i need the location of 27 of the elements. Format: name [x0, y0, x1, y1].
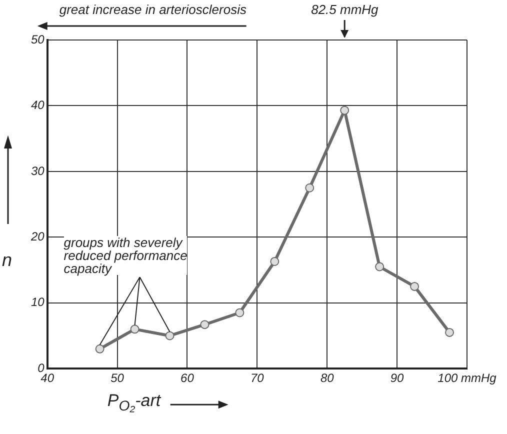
x-axis-title: P$_{O₂}$-art — [107, 390, 161, 414]
point — [375, 262, 384, 272]
point — [410, 282, 420, 291]
text: 82.5 mmHg — [311, 2, 378, 17]
y-tick-label: 40 — [30, 98, 45, 112]
y-tick-label: 10 — [30, 295, 45, 310]
y-tick-label: 50 — [30, 32, 45, 46]
point — [305, 183, 314, 192]
annotation: groups with severely reduced performance capacity — [64, 235, 188, 276]
point — [445, 328, 454, 337]
point — [165, 331, 174, 340]
x-tick-label: 70 — [250, 371, 264, 386]
text: great increase in arteriosclerosis — [59, 2, 246, 17]
point — [340, 106, 350, 115]
x-tick-label: 80 — [320, 371, 334, 386]
y-tick-label: 20 — [30, 230, 45, 244]
y-tick-label: 30 — [30, 164, 45, 178]
point — [130, 324, 140, 334]
x-tick-label: 50 — [110, 371, 124, 386]
point — [235, 308, 244, 318]
y-axis-title: n — [2, 250, 12, 272]
point — [270, 256, 280, 266]
x-tick-label: 100 mmHg — [438, 371, 497, 386]
point — [95, 344, 104, 354]
x-tick-label: 60 — [180, 371, 194, 386]
x-tick-label: 90 — [390, 371, 404, 386]
point — [200, 320, 210, 330]
